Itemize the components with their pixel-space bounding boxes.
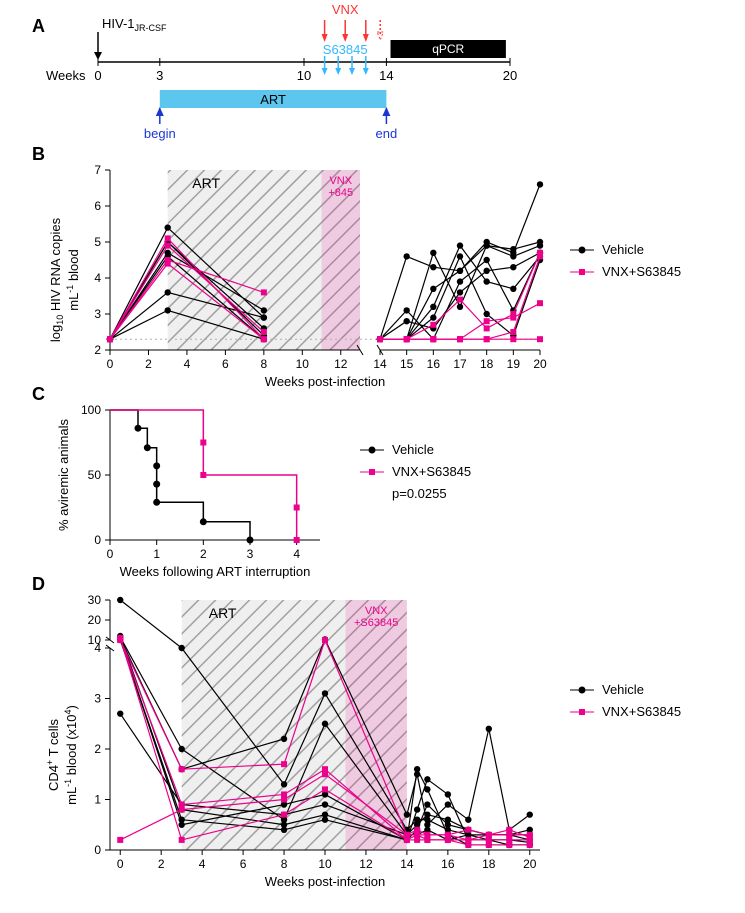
svg-text:10: 10	[296, 357, 310, 371]
qpcr-label: qPCR	[432, 42, 464, 56]
svg-text:12: 12	[359, 857, 373, 871]
svg-text:ART: ART	[209, 605, 237, 621]
svg-text:4: 4	[199, 857, 206, 871]
pvalue-label: p=0.0255	[392, 486, 447, 501]
svg-text:0: 0	[94, 68, 101, 83]
svg-text:7: 7	[94, 163, 101, 177]
panel-label: B	[32, 144, 45, 164]
svg-text:3: 3	[156, 68, 163, 83]
svg-text:50: 50	[88, 468, 102, 482]
svg-text:0: 0	[107, 357, 114, 371]
svg-text:12: 12	[334, 357, 348, 371]
svg-text:10: 10	[318, 857, 332, 871]
svg-text:Vehicle: Vehicle	[392, 442, 434, 457]
svg-text:14: 14	[379, 68, 393, 83]
svg-text:2: 2	[145, 357, 152, 371]
svg-text:30: 30	[88, 593, 102, 607]
svg-text:18: 18	[482, 857, 496, 871]
svg-text:VNX: VNX	[329, 175, 352, 187]
figure-svg: ABCD03101420WeeksHIV-1JR-CSFVNXS63845qPC…	[0, 0, 745, 913]
svg-text:4: 4	[184, 357, 191, 371]
svg-text:17: 17	[453, 357, 467, 371]
svg-text:+845: +845	[328, 187, 353, 199]
legend-vehicle: Vehicle	[602, 242, 644, 257]
svg-text:6: 6	[94, 199, 101, 213]
panelD-xlabel: Weeks post-infection	[265, 874, 385, 889]
panel-label: C	[32, 384, 45, 404]
svg-text:2: 2	[200, 547, 207, 561]
vnx-label: VNX	[332, 2, 359, 17]
panel-label: A	[32, 16, 45, 36]
panelB-ylabel: log10 HIV RNA copies	[48, 217, 65, 342]
svg-text:0: 0	[94, 533, 101, 547]
svg-text:15: 15	[400, 357, 414, 371]
svg-text:19: 19	[507, 357, 521, 371]
svg-text:2: 2	[94, 742, 101, 756]
svg-text:14: 14	[400, 857, 414, 871]
svg-text:20: 20	[523, 857, 537, 871]
panelD-ylabel: CD4+ T cells	[45, 719, 61, 791]
s63845-label: S63845	[323, 42, 368, 57]
svg-text:10: 10	[297, 68, 311, 83]
svg-text:6: 6	[240, 857, 247, 871]
panelC-xlabel: Weeks following ART interruption	[120, 564, 311, 579]
svg-text:18: 18	[480, 357, 494, 371]
svg-text:0: 0	[117, 857, 124, 871]
svg-text:+S63845: +S63845	[354, 617, 398, 629]
panelB-xlabel: Weeks post-infection	[265, 374, 385, 389]
svg-text:8: 8	[281, 857, 288, 871]
svg-text:0: 0	[107, 547, 114, 561]
svg-text:6: 6	[222, 357, 229, 371]
svg-text:3: 3	[94, 692, 101, 706]
svg-text:20: 20	[503, 68, 517, 83]
svg-text:VNX+S63845: VNX+S63845	[602, 704, 681, 719]
svg-text:VNX: VNX	[365, 605, 388, 617]
svg-text:0: 0	[94, 843, 101, 857]
svg-text:Vehicle: Vehicle	[602, 682, 644, 697]
svg-text:mL-1 blood: mL-1 blood	[65, 249, 81, 311]
svg-text:1: 1	[94, 793, 101, 807]
art-region-label: ART	[192, 175, 220, 191]
svg-text:3: 3	[94, 307, 101, 321]
svg-text:end: end	[376, 126, 398, 141]
svg-text:3: 3	[247, 547, 254, 561]
svg-text:20: 20	[533, 357, 547, 371]
svg-text:14: 14	[373, 357, 387, 371]
svg-text:VNX+S63845: VNX+S63845	[392, 464, 471, 479]
svg-text:10: 10	[88, 633, 102, 647]
svg-text:mL-1 blood (x104): mL-1 blood (x104)	[63, 705, 79, 805]
panelC-ylabel: % aviremic animals	[56, 419, 71, 531]
legend-vnx: VNX+S63845	[602, 264, 681, 279]
art-label: ART	[260, 92, 286, 107]
svg-text:1: 1	[153, 547, 160, 561]
svg-text:5: 5	[94, 235, 101, 249]
svg-text:20: 20	[88, 613, 102, 627]
svg-text:100: 100	[81, 403, 101, 417]
svg-text:2: 2	[94, 343, 101, 357]
svg-text:4: 4	[94, 271, 101, 285]
svg-text:begin: begin	[144, 126, 176, 141]
svg-text:16: 16	[427, 357, 441, 371]
svg-text:4: 4	[293, 547, 300, 561]
svg-text:8: 8	[261, 357, 268, 371]
hiv-label: HIV-1JR-CSF	[102, 16, 167, 33]
weeks-label: Weeks	[46, 68, 86, 83]
panel-label: D	[32, 574, 45, 594]
svg-text:16: 16	[441, 857, 455, 871]
svg-text:2: 2	[158, 857, 165, 871]
figure-page: ABCD03101420WeeksHIV-1JR-CSFVNXS63845qPC…	[0, 0, 745, 913]
